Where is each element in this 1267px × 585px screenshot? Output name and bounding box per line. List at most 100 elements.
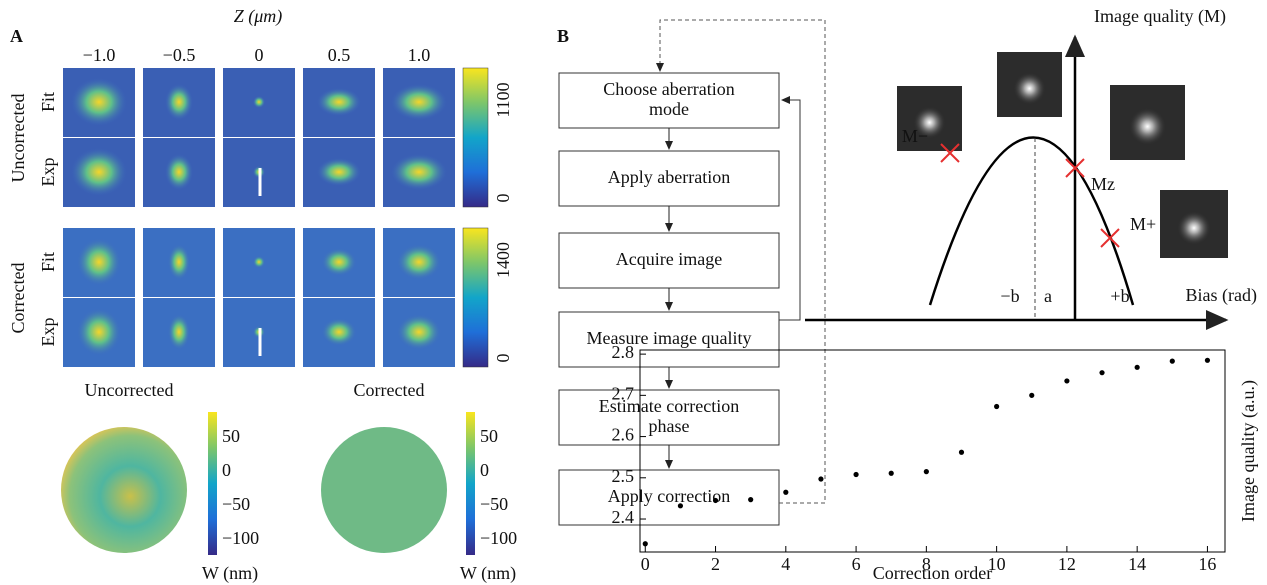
colorbar-unit: W (nm) [460,563,516,584]
y-tick-label: 2.6 [612,425,635,445]
x-tick-label: 2 [711,554,720,574]
quality-curve [930,138,1133,306]
image-spot [165,154,193,190]
colorbar-tick: −100 [222,528,259,548]
colorbar-unit: W (nm) [202,563,258,584]
axis-title: Z (μm) [234,6,283,27]
wavefront [321,427,447,553]
data-point [1029,393,1034,398]
data-point [889,471,894,476]
image-spot [321,318,356,346]
bias-label: a [1044,286,1052,306]
y-tick-label: 2.8 [612,342,635,362]
image-spot [391,154,447,190]
data-point [853,472,858,477]
image-spot [391,84,447,120]
colorbar-tick: −50 [480,494,508,514]
image-spot [165,84,193,120]
point-label: M− [902,126,928,146]
image-spot [168,314,190,350]
wavefront-title: Corrected [354,380,425,400]
wavefront [61,427,187,553]
flow-step-label: phase [649,416,690,436]
bias-label: −b [1000,286,1019,306]
row-label: Fit [38,252,58,272]
row-group-label: Uncorrected [8,94,28,183]
colorbar [463,228,488,367]
data-point [1205,358,1210,363]
colorbar-tick: −50 [222,494,250,514]
data-point [1170,359,1175,364]
data-point [748,497,753,502]
colorbar-tick: 0 [222,460,231,480]
image-spot [168,244,190,280]
column-label: −0.5 [163,45,196,65]
flow-step-label: Apply aberration [608,167,730,187]
image-spot [77,308,122,356]
image-spot [253,256,265,268]
row-label: Exp [38,318,58,347]
sample-point [1101,229,1119,247]
data-point [818,476,823,481]
psf-spot [1129,108,1167,146]
panel-label: A [10,26,23,46]
data-point [1064,378,1069,383]
image-spot [397,244,442,280]
panel-label: B [557,26,569,46]
figure: A Z (μm) B −1.0 −0.5 0 0.5 1.0 Fit Exp Uncorrec… [0,0,1267,585]
x-tick-label: 12 [1058,554,1076,574]
image-spot [253,96,265,108]
data-point [643,541,648,546]
image-spot [397,314,442,350]
data-point [994,404,999,409]
colorbar [208,412,217,555]
image-spot [77,238,122,286]
colorbar-tick: 1400 [493,242,513,278]
psf-spot [1013,72,1046,105]
bias-label: +b [1110,286,1129,306]
row-label: Exp [38,158,58,187]
data-point [959,450,964,455]
y-tick-label: 2.7 [612,383,635,403]
colorbar-tick: −100 [480,528,517,548]
image-spot [321,248,356,276]
column-label: 1.0 [408,45,431,65]
x-tick-label: 6 [852,554,861,574]
image-spot [317,158,361,186]
image-spot [71,148,127,196]
flow-step-label: Choose aberration [603,79,734,99]
column-label: −1.0 [83,45,116,65]
y-tick-label: 2.4 [612,507,635,527]
colorbar [463,68,488,207]
flow-step-label: Acquire image [616,249,722,269]
colorbar-tick: 0 [493,354,513,363]
colorbar-tick: 50 [480,426,498,446]
x-tick-label: 4 [781,554,790,574]
colorbar-tick: 0 [493,194,513,203]
data-point [783,490,788,495]
data-point [1135,365,1140,370]
colorbar-tick: 0 [480,460,489,480]
axis-title: Image quality (M) [1094,6,1226,27]
data-point [924,469,929,474]
x-tick-label: 16 [1198,554,1216,574]
colorbar [466,412,475,555]
psf-spot [1177,211,1211,245]
column-label: 0.5 [328,45,351,65]
data-point [1099,370,1104,375]
y-tick-label: 2.5 [612,466,635,486]
row-label: Fit [38,92,58,112]
x-tick-label: 14 [1128,554,1146,574]
flow-step-label: Apply correction [608,486,730,506]
column-label: 0 [255,45,264,65]
x-axis-title: Correction order [873,563,992,583]
point-label: Mz [1091,174,1115,194]
colorbar-tick: 50 [222,426,240,446]
wavefront-title: Uncorrected [85,380,174,400]
loop-arrow [779,100,800,320]
data-point [678,503,683,508]
image-spot [317,88,361,116]
point-label: M+ [1130,214,1156,234]
y-axis-title: Image quality (a.u.) [1238,380,1259,522]
flow-step-label: mode [649,99,689,119]
